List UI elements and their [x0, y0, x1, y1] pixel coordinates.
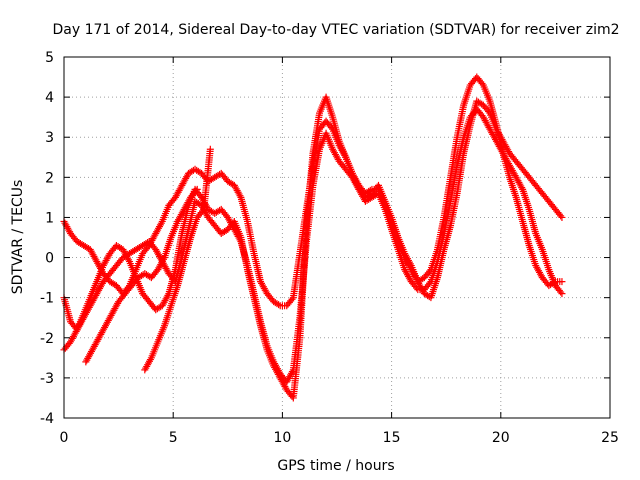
x-tick-label: 0 — [60, 430, 69, 446]
data-point — [558, 290, 566, 298]
y-tick-label: 0 — [45, 251, 54, 267]
y-tick-label: 3 — [45, 130, 54, 146]
x-tick-label: 20 — [492, 430, 510, 446]
data-point-interp — [275, 301, 283, 309]
x-tick-label: 10 — [273, 430, 291, 446]
chart-title: Day 171 of 2014, Sidereal Day-to-day VTE… — [53, 22, 620, 38]
data-point-interp — [216, 206, 224, 214]
y-tick-label: 5 — [45, 50, 54, 66]
series-track-5 — [141, 145, 214, 374]
data-point-interp — [518, 184, 526, 192]
data-point — [558, 213, 566, 221]
y-tick-label: -2 — [40, 331, 54, 347]
x-axis-ticks: 0 5 10 15 20 25 — [60, 57, 619, 446]
data-point-interp — [236, 192, 244, 200]
data-point-interp — [478, 79, 486, 87]
series-track-3 — [60, 73, 566, 402]
data-point-interp — [288, 295, 296, 303]
data-point-interp — [557, 288, 565, 296]
data-point — [558, 278, 566, 286]
x-axis-label: GPS time / hours — [277, 458, 394, 474]
data-point-interp — [557, 212, 565, 220]
series-track-4 — [82, 185, 201, 366]
y-tick-label: 4 — [45, 90, 54, 106]
y-axis-label: SDTVAR / TECUs — [10, 180, 26, 295]
data-point-interp — [125, 256, 133, 264]
data-point — [206, 145, 214, 153]
x-tick-label: 15 — [383, 430, 401, 446]
y-tick-label: 2 — [45, 170, 54, 186]
data-point-interp — [146, 356, 154, 364]
data-point-interp — [192, 187, 200, 195]
data-point-interp — [550, 279, 558, 287]
x-tick-label: 5 — [169, 430, 178, 446]
data-point-interp — [160, 255, 168, 263]
data-point-interp — [412, 284, 420, 292]
data-point-interp — [366, 186, 374, 194]
data-point — [193, 185, 201, 193]
y-tick-label: -4 — [40, 411, 54, 427]
data-points — [60, 73, 566, 402]
data-point-interp — [144, 239, 152, 247]
data-point-interp — [216, 170, 224, 178]
x-tick-label: 25 — [601, 430, 619, 446]
data-point-interp — [146, 273, 154, 281]
y-axis-ticks: -4 -3 -2 -1 0 1 2 3 4 5 — [40, 50, 610, 427]
data-point-interp — [157, 219, 165, 227]
data-point-interp — [164, 291, 172, 299]
data-point-interp — [426, 267, 434, 275]
y-tick-label: -3 — [40, 371, 54, 387]
data-point-interp — [426, 279, 434, 287]
y-tick-label: -1 — [40, 291, 54, 307]
plot-frame — [63, 56, 611, 419]
data-point-interp — [198, 207, 206, 215]
y-tick-label: 1 — [45, 210, 54, 226]
